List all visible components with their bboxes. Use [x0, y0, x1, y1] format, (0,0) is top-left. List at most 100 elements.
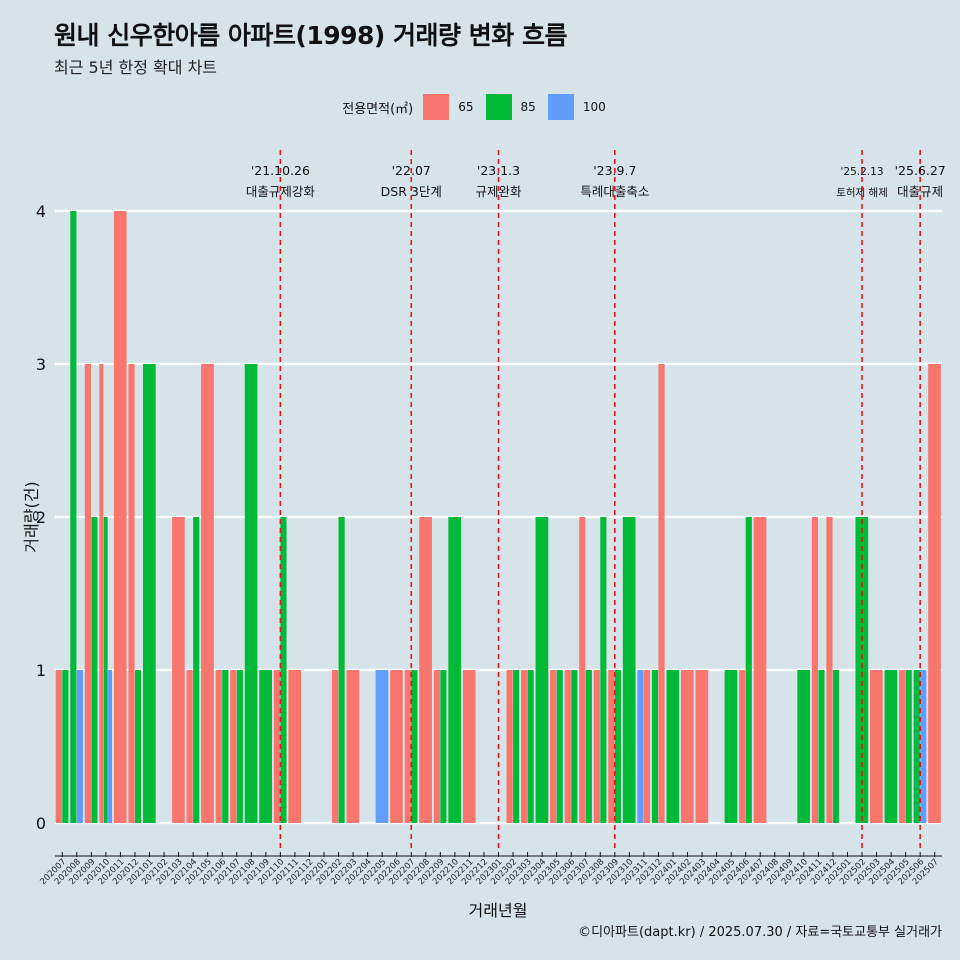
bar: [666, 670, 680, 823]
bar: [113, 211, 127, 823]
bar: [244, 364, 258, 823]
bar: [288, 670, 302, 823]
y-tick-label: 3: [36, 355, 46, 374]
event-date: '23.1.3: [477, 163, 520, 178]
legend-label-85: 85: [520, 100, 536, 114]
bar: [346, 670, 360, 823]
bar: [186, 670, 193, 823]
bar: [905, 670, 912, 823]
bar: [62, 670, 69, 823]
legend-swatch-85: [485, 94, 512, 120]
bar: [230, 670, 237, 823]
event-label: 대출규제강화: [246, 184, 316, 199]
event-date: '22.07: [392, 163, 431, 178]
event-date: '21.10.26: [251, 163, 310, 178]
bar: [651, 670, 659, 823]
legend-item-100: 100: [547, 94, 606, 120]
bar: [571, 670, 578, 823]
bar: [899, 670, 906, 823]
bar: [338, 517, 345, 823]
legend-swatch-65: [423, 94, 450, 120]
event-label: DSR 3단계: [381, 184, 442, 199]
bar: [797, 670, 811, 823]
bar: [579, 517, 586, 823]
legend-label-100: 100: [582, 100, 606, 114]
bar: [680, 670, 694, 823]
bar: [84, 364, 91, 823]
bar: [103, 517, 108, 823]
bar: [535, 517, 549, 823]
event-date: '23.9.7: [593, 163, 636, 178]
bar: [608, 670, 615, 823]
chart-subtitle: 최근 5년 한정 확대 차트: [54, 58, 218, 77]
bar: [884, 670, 898, 823]
bar: [433, 670, 440, 823]
bar: [332, 670, 339, 823]
bar: [913, 670, 920, 823]
bar: [193, 517, 200, 823]
bar: [280, 517, 287, 823]
legend-item-85: 85: [485, 94, 536, 120]
bar: [91, 517, 98, 823]
legend-item-65: 65: [423, 94, 474, 120]
bar: [826, 517, 833, 823]
legend-label-65: 65: [458, 100, 474, 114]
bar: [76, 670, 83, 823]
bar: [643, 670, 651, 823]
bar: [513, 670, 520, 823]
bar: [215, 670, 222, 823]
bar: [695, 670, 709, 823]
bar: [70, 211, 77, 823]
event-date: '25.6.27: [895, 163, 946, 178]
bar: [614, 670, 621, 823]
bar: [440, 670, 447, 823]
bar: [724, 670, 738, 823]
bar: [600, 517, 607, 823]
legend-title: 전용면적(㎡): [342, 101, 414, 117]
bar: [55, 670, 62, 823]
bar: [818, 670, 825, 823]
event-label: 특례대출축소: [580, 184, 649, 199]
bar: [556, 670, 563, 823]
bar: [832, 670, 840, 823]
bar: [273, 670, 280, 823]
bar: [390, 670, 403, 823]
bar: [593, 670, 600, 823]
bar: [142, 364, 156, 823]
bar: [521, 670, 528, 823]
bar: [585, 670, 592, 823]
bar: [99, 364, 104, 823]
bar: [128, 364, 135, 823]
legend-swatch-100: [547, 94, 574, 120]
bar: [375, 670, 389, 823]
chart-title: 원내 신우한아름 아파트(1998) 거래량 변화 흐름: [54, 21, 567, 50]
event-label: 규제완화: [475, 184, 522, 199]
bar: [622, 517, 636, 823]
bar: [259, 670, 272, 823]
legend: 전용면적(㎡) 65 85 100: [0, 93, 960, 121]
bar: [920, 670, 927, 823]
event-label: 토허제 해제: [836, 186, 888, 199]
bar: [404, 670, 411, 823]
bar: [236, 670, 243, 823]
y-tick-label: 1: [36, 661, 46, 680]
bar: [745, 517, 752, 823]
bar: [222, 670, 229, 823]
bar: [134, 670, 142, 823]
bar: [855, 517, 869, 823]
bar: [753, 517, 767, 823]
y-tick-label: 2: [36, 508, 46, 527]
bar: [658, 364, 665, 823]
y-axis-label: 거래량(건): [22, 481, 41, 553]
bar: [550, 670, 557, 823]
bar: [811, 517, 819, 823]
y-tick-label: 4: [36, 202, 46, 221]
source-caption: ©디아파트(dapt.kr) / 2025.07.30 / 자료=국토교통부 실…: [578, 925, 942, 940]
bar: [448, 517, 462, 823]
bar: [928, 364, 941, 823]
bar: [419, 517, 432, 823]
bar: [201, 364, 214, 823]
bar: [637, 670, 644, 823]
bar: [411, 670, 418, 823]
